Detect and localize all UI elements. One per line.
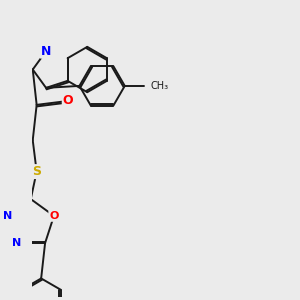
Text: N: N: [12, 238, 21, 248]
Text: N: N: [41, 45, 51, 58]
Text: S: S: [32, 165, 41, 178]
Text: CH₃: CH₃: [150, 81, 168, 91]
Text: O: O: [49, 211, 58, 221]
Text: N: N: [3, 211, 12, 221]
Text: O: O: [63, 94, 74, 107]
